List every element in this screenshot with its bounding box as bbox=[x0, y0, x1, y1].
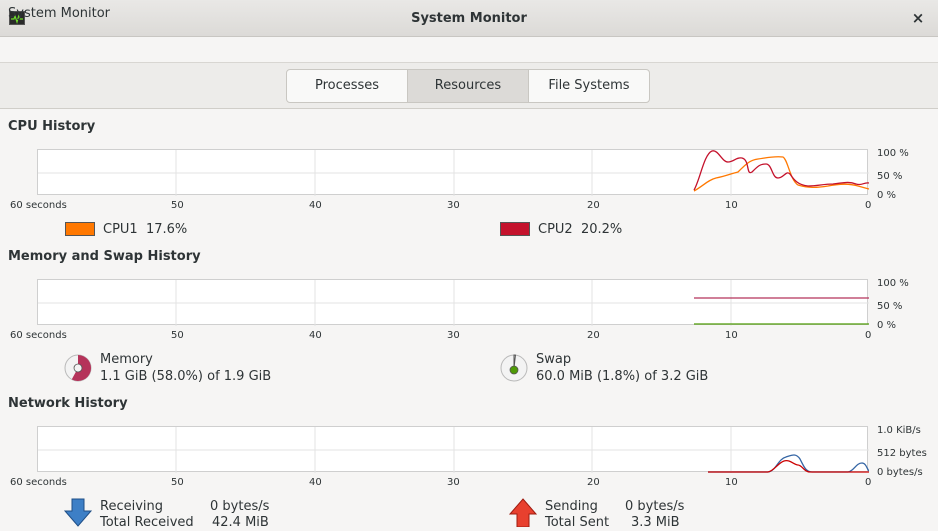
memory-value: 1.1 GiB (58.0%) of 1.9 GiB bbox=[100, 369, 272, 384]
window-title: System Monitor bbox=[411, 11, 527, 26]
x-tick: 0 bbox=[865, 477, 872, 488]
receiving-value: 0 bytes/s bbox=[210, 499, 270, 514]
x-tick: 30 bbox=[447, 330, 460, 341]
cpu2-color-swatch[interactable] bbox=[500, 222, 530, 236]
x-tick: 60 seconds bbox=[10, 330, 67, 341]
cpu1-value: 17.6% bbox=[145, 222, 188, 237]
network-history-title: Network History bbox=[8, 396, 128, 411]
total-received-label: Total Received bbox=[100, 515, 194, 530]
memory-history-title: Memory and Swap History bbox=[8, 249, 201, 264]
swap-value: 60.0 MiB (1.8%) of 3.2 GiB bbox=[536, 369, 709, 384]
x-tick: 40 bbox=[309, 477, 322, 488]
x-tick: 20 bbox=[587, 477, 600, 488]
total-sent-value: 3.3 MiB bbox=[631, 515, 680, 530]
cpu-y-tick: 50 % bbox=[877, 171, 903, 182]
receiving-arrow-icon[interactable] bbox=[63, 498, 93, 527]
x-tick: 10 bbox=[725, 330, 738, 341]
sending-line bbox=[708, 459, 869, 473]
network-y-tick: 0 bytes/s bbox=[877, 467, 923, 478]
memory-y-tick: 100 % bbox=[877, 278, 909, 289]
x-tick: 60 seconds bbox=[10, 200, 67, 211]
close-button[interactable]: × bbox=[911, 9, 925, 27]
x-tick: 20 bbox=[587, 330, 600, 341]
memory-y-tick: 50 % bbox=[877, 301, 903, 312]
view-switcher: Processes Resources File Systems bbox=[286, 69, 650, 103]
x-tick: 50 bbox=[171, 200, 184, 211]
memory-history-graph bbox=[37, 279, 869, 326]
memory-y-tick: 0 % bbox=[877, 320, 897, 331]
memory-label: Memory bbox=[100, 352, 153, 367]
network-history-graph bbox=[37, 426, 869, 473]
x-tick: 60 seconds bbox=[10, 477, 67, 488]
cpu-y-tick: 0 % bbox=[877, 190, 897, 201]
x-tick: 0 bbox=[865, 200, 872, 211]
memory-pie-icon[interactable] bbox=[63, 353, 93, 383]
tab-file-systems[interactable]: File Systems bbox=[548, 78, 630, 93]
x-tick: 10 bbox=[725, 200, 738, 211]
receiving-line bbox=[708, 454, 869, 473]
tab-processes[interactable]: Processes bbox=[287, 70, 408, 102]
x-tick: 30 bbox=[447, 200, 460, 211]
total-received-value: 42.4 MiB bbox=[212, 515, 269, 530]
x-tick: 50 bbox=[171, 477, 184, 488]
cpu1-color-swatch[interactable] bbox=[65, 222, 95, 236]
sending-label: Sending bbox=[545, 499, 598, 514]
cpu-history-graph bbox=[37, 149, 869, 196]
x-tick: 30 bbox=[447, 477, 460, 488]
cpu2-label: CPU2 20.2% bbox=[538, 222, 623, 237]
cpu2-line bbox=[693, 150, 869, 191]
cpu1-label: CPU1 17.6% bbox=[103, 222, 188, 237]
sending-arrow-icon[interactable] bbox=[508, 498, 538, 528]
x-tick: 10 bbox=[725, 477, 738, 488]
tab-resources[interactable]: Resources bbox=[408, 70, 529, 102]
x-tick: 40 bbox=[309, 330, 322, 341]
app-header bbox=[0, 37, 938, 63]
system-monitor-icon bbox=[9, 11, 25, 25]
x-tick: 40 bbox=[309, 200, 322, 211]
x-tick: 50 bbox=[171, 330, 184, 341]
total-sent-label: Total Sent bbox=[545, 515, 610, 530]
sending-value: 0 bytes/s bbox=[625, 499, 685, 514]
x-tick: 0 bbox=[865, 330, 872, 341]
cpu1-line bbox=[693, 156, 869, 192]
swap-label: Swap bbox=[536, 352, 572, 367]
cpu-y-tick: 100 % bbox=[877, 148, 909, 159]
network-y-tick: 1.0 KiB/s bbox=[877, 425, 921, 436]
window-titlebar bbox=[0, 0, 938, 37]
cpu2-value: 20.2% bbox=[580, 222, 623, 237]
x-tick: 20 bbox=[587, 200, 600, 211]
app-header-label: System Monitor bbox=[8, 6, 111, 21]
receiving-label: Receiving bbox=[100, 499, 164, 514]
swap-pie-icon[interactable] bbox=[499, 353, 529, 383]
network-y-tick: 512 bytes/s bbox=[877, 448, 927, 459]
cpu-history-title: CPU History bbox=[8, 119, 96, 134]
